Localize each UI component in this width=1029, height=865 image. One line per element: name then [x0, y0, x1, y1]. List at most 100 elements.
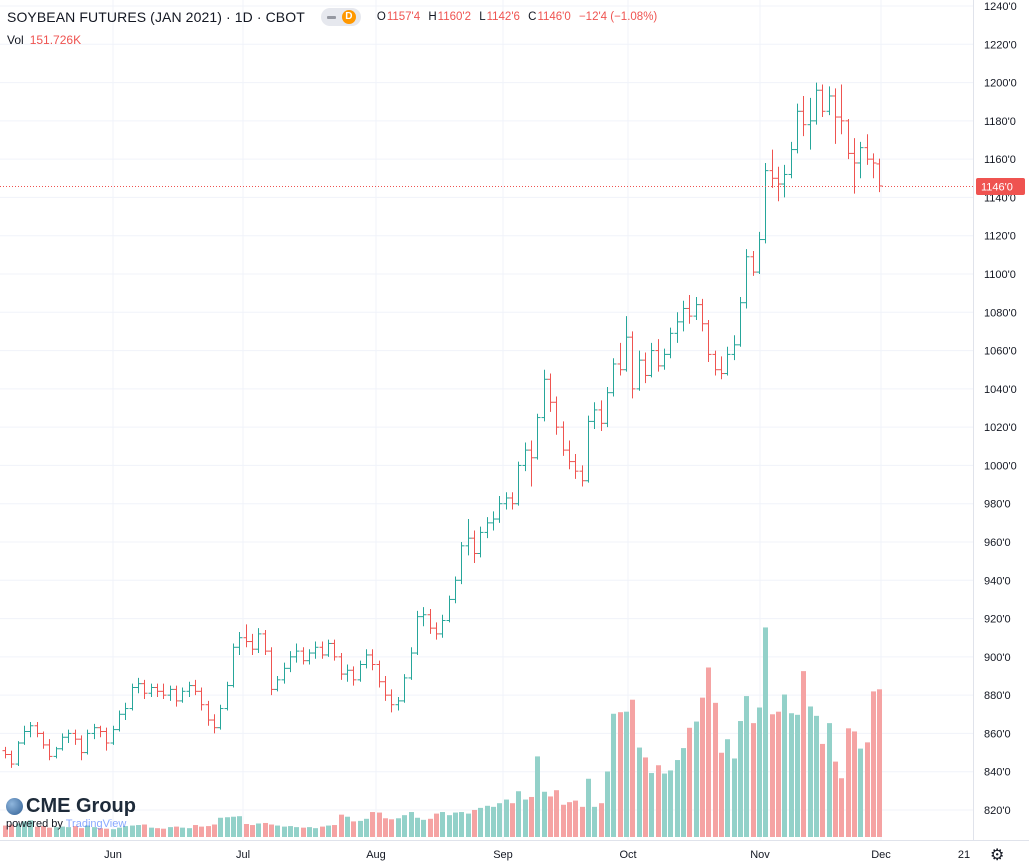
ohlc-bar — [560, 421, 567, 456]
volume-bar — [656, 765, 661, 837]
volume-bar — [199, 826, 204, 837]
volume-bar — [409, 812, 414, 837]
symbol-title[interactable]: SOYBEAN FUTURES (JAN 2021) · 1D · CBOT — [7, 9, 305, 25]
volume-bar — [370, 812, 375, 837]
volume-bar — [440, 812, 445, 837]
ohlc-bar — [129, 683, 136, 711]
volume-bar — [877, 689, 882, 837]
ohlc-bar — [224, 681, 231, 711]
ohlc-bar — [34, 721, 41, 738]
ohlc-bar — [851, 138, 858, 194]
volume-bar — [85, 825, 90, 837]
ohlc-bar — [300, 647, 307, 665]
volume-bar — [523, 799, 528, 837]
ohlc-bar — [281, 662, 288, 684]
volume-bar — [789, 713, 794, 837]
ohlc-bar — [154, 683, 161, 698]
gear-icon[interactable]: ⚙ — [990, 847, 1005, 864]
volume-bar — [161, 828, 166, 837]
volume-bar — [706, 667, 711, 837]
volume-bar — [111, 829, 116, 837]
volume-bar — [580, 806, 585, 837]
close-label: C — [528, 11, 537, 23]
volume-bar — [504, 799, 509, 837]
volume-bar — [858, 748, 863, 837]
volume-bar — [516, 791, 521, 837]
volume-bar — [98, 828, 103, 837]
ohlc-bar — [331, 639, 338, 661]
ohlc-bar — [236, 631, 243, 655]
volume-bar — [383, 818, 388, 837]
volume-bar — [763, 627, 768, 837]
ohlc-bar — [192, 679, 199, 696]
volume-bar — [820, 743, 825, 837]
ohlc-bar — [217, 704, 224, 730]
ohlc-bar — [484, 517, 491, 539]
ohlc-bar — [452, 576, 459, 604]
y-tick-label: 900'0 — [984, 652, 1011, 664]
ohlc-bar — [249, 633, 256, 655]
branding[interactable]: CME Group powered by TradingView — [6, 795, 136, 830]
volume-bar — [776, 711, 781, 837]
ohlc-bar — [21, 725, 28, 745]
volume-bar — [174, 826, 179, 837]
ohlc-bar — [845, 118, 852, 160]
volume-label: Vol — [7, 33, 24, 47]
ohlc-bar — [427, 609, 434, 634]
y-tick-label: 1160'0 — [984, 154, 1016, 166]
volume-bar — [396, 818, 401, 837]
ohlc-bar — [414, 610, 421, 655]
ohlc-bar — [610, 358, 617, 397]
ohlc-bar — [788, 141, 795, 179]
volume-bar — [561, 804, 566, 837]
ohlc-bar — [338, 653, 345, 680]
ohlc-bar — [680, 300, 687, 332]
y-tick-label: 980'0 — [984, 499, 1011, 511]
ohlc-bar — [876, 158, 883, 193]
tradingview-link[interactable]: TradingView — [65, 818, 127, 830]
volume-bar — [852, 731, 857, 837]
ohlc-bar — [312, 641, 319, 659]
interval-badge[interactable]: D — [320, 8, 361, 26]
ohlc-bar — [376, 660, 383, 688]
volume-bar — [47, 827, 52, 837]
y-tick-label: 940'0 — [984, 575, 1011, 587]
ohlc-bar — [870, 153, 877, 179]
volume-bar — [675, 760, 680, 837]
ohlc-bar — [160, 683, 167, 699]
ohlc-bar — [287, 651, 294, 673]
y-tick-label: 1080'0 — [984, 307, 1017, 319]
volume-bar — [66, 827, 71, 837]
volume-bar — [472, 809, 477, 837]
volume-bar — [744, 696, 749, 837]
volume-bar — [364, 818, 369, 837]
ohlc-bar — [230, 643, 237, 688]
x-tick-label: Jul — [236, 849, 250, 861]
volume-bar — [814, 715, 819, 837]
volume-bar — [123, 826, 128, 837]
ohlc-bar — [78, 735, 85, 761]
ohlc-bar — [522, 442, 529, 472]
ohlc-bar — [382, 676, 389, 701]
ohlc-bar — [141, 679, 148, 699]
ohlc-bar — [712, 350, 719, 376]
volume-bar — [700, 697, 705, 837]
ohlc-bar — [503, 492, 510, 510]
volume-bar — [149, 827, 154, 837]
volume-bar — [801, 671, 806, 837]
time-axis: Jun Jul Aug Sep Oct Nov Dec 21 — [104, 849, 970, 861]
volume-bar — [592, 806, 597, 837]
x-tick-label: Sep — [493, 849, 513, 861]
ohlc-bar — [490, 511, 497, 531]
volume-value: 151.726K — [29, 33, 82, 47]
ohlc-bar — [661, 348, 668, 370]
volume-bar — [326, 825, 331, 837]
volume-bar — [662, 773, 667, 837]
volume-bar — [231, 816, 236, 837]
ohlc-bar — [205, 700, 212, 726]
ohlc-bar — [857, 141, 864, 179]
globe-icon — [6, 798, 23, 815]
volume-bar — [757, 707, 762, 837]
ohlc-bar — [91, 723, 98, 740]
